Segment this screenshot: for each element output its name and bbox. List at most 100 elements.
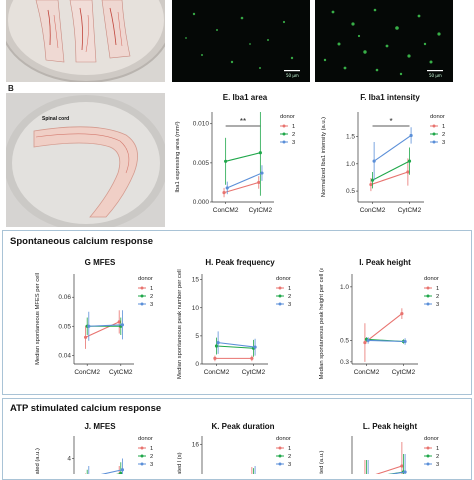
- legend-entry: 1: [436, 446, 439, 452]
- legend-entry: 3: [436, 462, 439, 468]
- legend-title: donor: [280, 114, 295, 120]
- legend-swatch-point: [426, 446, 430, 450]
- y-tick-label: 1.0: [346, 161, 355, 168]
- legend-swatch-point: [278, 446, 282, 450]
- x-tick-label: CytCM2: [249, 207, 273, 214]
- tissue-dish-photo: [6, 0, 165, 82]
- legend-entry: 1: [292, 124, 295, 130]
- data-point: [372, 159, 376, 163]
- legend-swatch-point: [426, 462, 430, 466]
- data-point: [370, 178, 375, 182]
- spinal-cord-label: Spinal cord: [42, 116, 70, 122]
- data-point: [119, 471, 123, 474]
- scalebar-label-left: 50 µm: [286, 73, 299, 78]
- y-axis-label: mulated (a.u.): [35, 448, 41, 474]
- series-line-donor-1: [375, 465, 403, 474]
- x-tick-label: CytCM2: [398, 207, 422, 214]
- chart-title-k: K. Peak duration: [211, 422, 275, 431]
- series-line-donor-3: [100, 469, 123, 474]
- legend-swatch-point: [140, 302, 144, 306]
- y-tick-label: 0.010: [193, 121, 210, 128]
- y-tick-label: 0.005: [193, 160, 210, 167]
- data-point: [257, 180, 261, 185]
- y-axis-label: Median spontaneous peak number per cell …: [177, 268, 183, 379]
- legend-entry: 3: [442, 140, 445, 146]
- legend-entry: 1: [150, 286, 153, 292]
- chart-title-j: J. MFES: [84, 422, 116, 431]
- y-axis-label: Median spontaneous MFES per cell: [35, 273, 41, 365]
- data-point: [120, 323, 124, 327]
- legend-swatch-point: [426, 302, 430, 306]
- data-point: [84, 335, 88, 339]
- legend-entry: 2: [292, 132, 295, 138]
- chart-title-f: F. Iba1 intensity: [360, 93, 420, 102]
- data-point: [120, 468, 124, 472]
- y-axis-label: Iba1 expressing area (mm²): [175, 121, 181, 192]
- data-point: [369, 182, 373, 187]
- y-tick-label: 0.04: [58, 352, 71, 359]
- legend-swatch-point: [426, 454, 430, 458]
- legend-title: donor: [424, 276, 439, 282]
- y-axis-label: Normalized Iba1 intensity (a.u.): [321, 117, 327, 197]
- y-tick-label: 10: [192, 305, 200, 312]
- chart-title-g: G MFES: [84, 258, 116, 267]
- legend-entry: 1: [288, 446, 291, 452]
- y-tick-label: 0.5: [346, 188, 355, 195]
- legend-entry: 1: [442, 124, 445, 130]
- legend-entry: 2: [288, 454, 291, 460]
- legend-title: donor: [430, 114, 445, 120]
- data-point: [214, 344, 219, 348]
- data-point: [409, 133, 413, 138]
- chart-title-i: I. Peak height: [359, 258, 411, 267]
- data-point: [366, 338, 370, 343]
- legend-swatch-point: [140, 454, 144, 458]
- data-point: [253, 345, 257, 349]
- x-tick-label: CytCM2: [242, 369, 266, 376]
- series-line-donor-1: [370, 171, 409, 186]
- legend-entry: 3: [292, 140, 295, 146]
- chart-e-iba1-area: 0.000 0.005 0.010 ConCM2 CytCM2 Iba1 expressi…: [175, 112, 295, 214]
- data-point: [224, 159, 228, 163]
- x-tick-label: ConCM2: [354, 369, 380, 376]
- chart-title-e: E. Iba1 area: [222, 93, 268, 102]
- legend-swatch-point: [282, 132, 286, 136]
- data-point: [258, 151, 262, 155]
- chart-j-mfes: 4 mulated (a.u.) donor 1 2 3: [35, 436, 153, 474]
- x-tick-label: CytCM2: [392, 369, 416, 376]
- data-point: [400, 312, 404, 316]
- iba1-micrograph-left: 50 µm: [172, 0, 310, 82]
- legend-entry: 2: [442, 132, 445, 138]
- legend-title: donor: [138, 276, 153, 282]
- y-tick-label: 1.5: [346, 134, 355, 141]
- series-line-donor-3: [218, 342, 256, 348]
- y-tick-label: 0.06: [58, 294, 71, 301]
- legend-swatch-point: [426, 286, 430, 290]
- legend-entry: 3: [150, 462, 153, 468]
- data-point: [406, 170, 410, 174]
- y-tick-label: 0.000: [193, 199, 210, 206]
- series-line-donor-1: [364, 313, 403, 344]
- x-tick-label: ConCM2: [74, 369, 100, 376]
- data-point: [407, 159, 412, 163]
- legend-swatch-point: [426, 294, 430, 298]
- series-line-donor-3: [368, 339, 406, 343]
- chart-l-peak-height: ulated (a.u.) donor 1 2 3: [319, 436, 439, 474]
- series-line-donor-3: [373, 135, 412, 162]
- tissue-dish-illustration: [6, 0, 165, 82]
- legend-entry: 1: [436, 286, 439, 292]
- legend-title: donor: [276, 276, 291, 282]
- chart-title-l: L. Peak height: [362, 422, 418, 431]
- legend-entry: 2: [436, 294, 439, 300]
- data-point: [400, 464, 404, 468]
- legend-swatch-point: [278, 302, 282, 306]
- chart-h-peak-frequency: 0 5 10 15 ConCM2 CytCM2 Median spontaneous pea…: [177, 268, 291, 379]
- chart-i-peak-height: 0.3 0.5 1.0 ConCM2 CytCM2 Median spontaneous …: [319, 268, 439, 379]
- legend-entry: 3: [436, 302, 439, 308]
- legend-swatch-point: [278, 462, 282, 466]
- legend-entry: 2: [436, 454, 439, 460]
- data-point: [260, 171, 264, 175]
- y-tick-label: 0: [195, 361, 199, 368]
- legend-entry: 2: [288, 294, 291, 300]
- spinal-cord-photo: Spinal cord: [6, 93, 165, 227]
